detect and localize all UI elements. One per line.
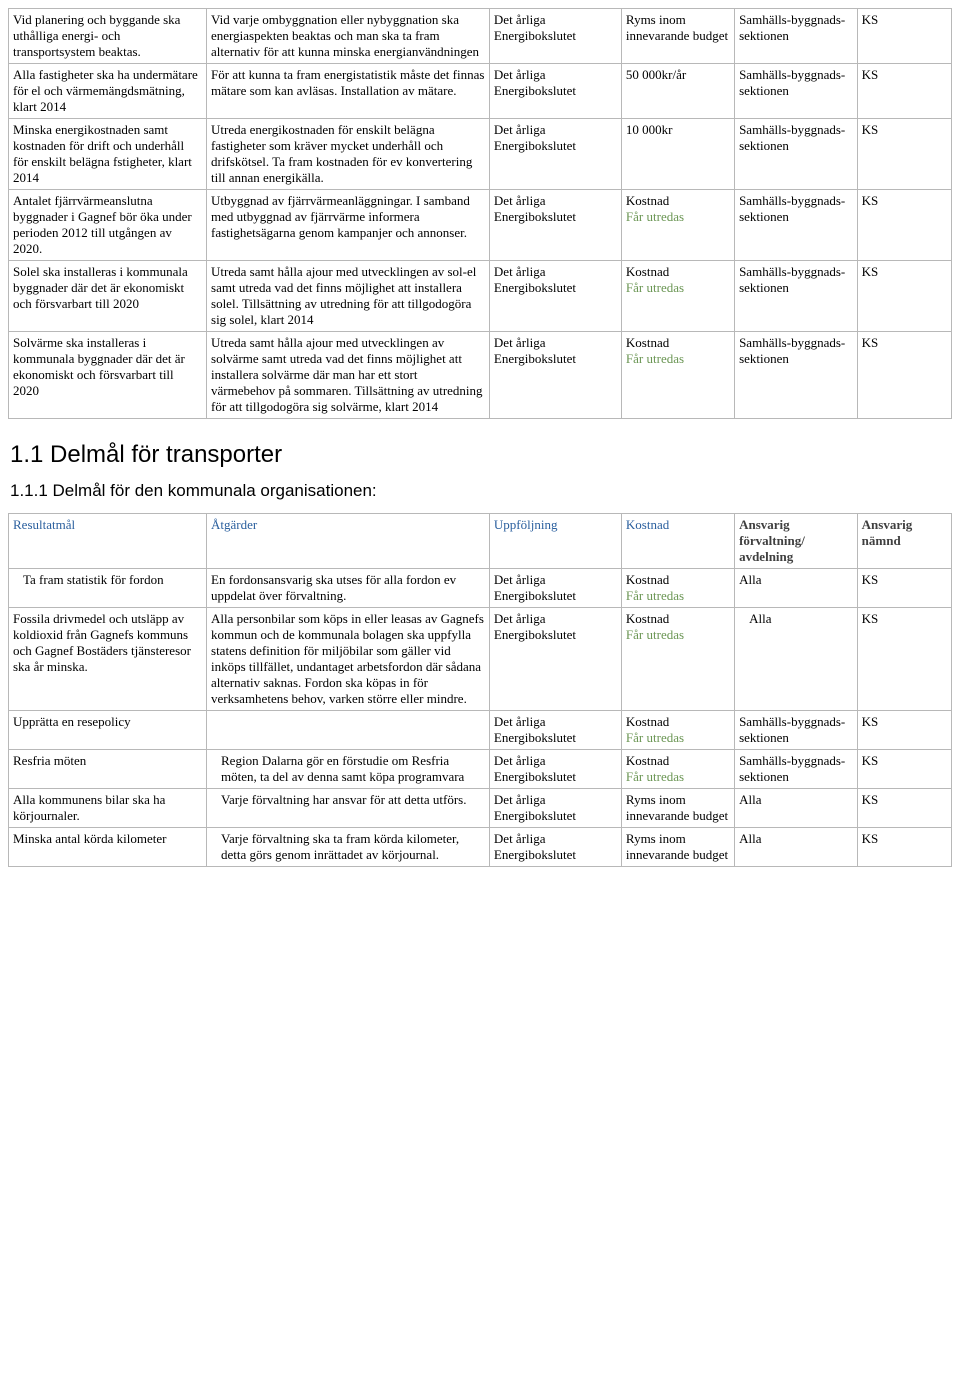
followup-cell: Det årliga Energibokslutet <box>489 608 621 711</box>
responsible-board-cell: KS <box>857 828 951 867</box>
header-resultatmal: Resultatmål <box>9 514 207 569</box>
action-cell: Utreda samt hålla ajour med utvecklingen… <box>207 261 490 332</box>
responsible-board-cell: KS <box>857 119 951 190</box>
action-cell: Varje förvaltning ska ta fram körda kilo… <box>207 828 490 867</box>
followup-cell: Det årliga Energibokslutet <box>489 190 621 261</box>
table-row: Solvärme ska installeras i kommunala byg… <box>9 332 952 419</box>
responsible-dept-cell: Samhälls-byggnads-sektionen <box>735 190 858 261</box>
followup-cell: Det årliga Energibokslutet <box>489 828 621 867</box>
cost-cell: KostnadFår utredas <box>621 750 734 789</box>
action-cell: Vid varje ombyggnation eller nybyggnatio… <box>207 9 490 64</box>
transport-tbody: ResultatmålÅtgärderUppföljningKostnadAns… <box>9 514 952 867</box>
followup-cell: Det årliga Energibokslutet <box>489 789 621 828</box>
responsible-board-cell: KS <box>857 9 951 64</box>
responsible-dept-cell: Samhälls-byggnads-sektionen <box>735 119 858 190</box>
table-row: Vid planering och byggande ska uthålliga… <box>9 9 952 64</box>
cost-cell: KostnadFår utredas <box>621 190 734 261</box>
followup-cell: Det årliga Energibokslutet <box>489 750 621 789</box>
table-row: Alla kommunens bilar ska ha körjournaler… <box>9 789 952 828</box>
header-ansvarig-forvaltning: Ansvarigförvaltning/avdelning <box>735 514 858 569</box>
header-ansvarig-namnd: Ansvarignämnd <box>857 514 951 569</box>
header-uppfoljning: Uppföljning <box>489 514 621 569</box>
responsible-dept-cell: Samhälls-byggnads-sektionen <box>735 332 858 419</box>
table-row: Solel ska installeras i kommunala byggna… <box>9 261 952 332</box>
responsible-board-cell: KS <box>857 608 951 711</box>
goal-cell: Fossila drivmedel och utsläpp av koldiox… <box>9 608 207 711</box>
responsible-board-cell: KS <box>857 64 951 119</box>
followup-cell: Det årliga Energibokslutet <box>489 261 621 332</box>
table-row: Ta fram statistik för fordonEn fordonsan… <box>9 569 952 608</box>
action-cell: För att kunna ta fram energistatistik må… <box>207 64 490 119</box>
cost-cell: Ryms inom innevarande budget <box>621 9 734 64</box>
goal-cell: Solel ska installeras i kommunala byggna… <box>9 261 207 332</box>
responsible-dept-cell: Samhälls-byggnads-sektionen <box>735 261 858 332</box>
table-row: Antalet fjärrvärmeanslutna byggnader i G… <box>9 190 952 261</box>
table-row: Alla fastigheter ska ha undermätare för … <box>9 64 952 119</box>
energy-goals-table: Vid planering och byggande ska uthålliga… <box>8 8 952 419</box>
table-row: Fossila drivmedel och utsläpp av koldiox… <box>9 608 952 711</box>
header-kostnad: Kostnad <box>621 514 734 569</box>
responsible-dept-cell: Samhälls-byggnads-sektionen <box>735 711 858 750</box>
goal-cell: Alla fastigheter ska ha undermätare för … <box>9 64 207 119</box>
goal-cell: Minska antal körda kilometer <box>9 828 207 867</box>
followup-cell: Det årliga Energibokslutet <box>489 711 621 750</box>
goal-cell: Minska energikostnaden samt kostnaden fö… <box>9 119 207 190</box>
goal-cell: Antalet fjärrvärmeanslutna byggnader i G… <box>9 190 207 261</box>
responsible-board-cell: KS <box>857 750 951 789</box>
responsible-dept-cell: Alla <box>735 608 858 711</box>
goal-cell: Ta fram statistik för fordon <box>9 569 207 608</box>
goal-cell: Upprätta en resepolicy <box>9 711 207 750</box>
responsible-dept-cell: Alla <box>735 569 858 608</box>
table-row: Minska antal körda kilometerVarje förval… <box>9 828 952 867</box>
followup-cell: Det årliga Energibokslutet <box>489 9 621 64</box>
followup-cell: Det årliga Energibokslutet <box>489 569 621 608</box>
cost-cell: KostnadFår utredas <box>621 608 734 711</box>
followup-cell: Det årliga Energibokslutet <box>489 332 621 419</box>
transport-goals-table: ResultatmålÅtgärderUppföljningKostnadAns… <box>8 513 952 867</box>
cost-cell: Ryms inom innevarande budget <box>621 789 734 828</box>
responsible-board-cell: KS <box>857 261 951 332</box>
action-cell: Utbyggnad av fjärrvärmeanläggningar. I s… <box>207 190 490 261</box>
section-heading-transport: 1.1 Delmål för transporter <box>10 441 952 469</box>
action-cell: En fordonsansvarig ska utses för alla fo… <box>207 569 490 608</box>
table-row: Upprätta en resepolicy Det årliga Energib… <box>9 711 952 750</box>
table-row: Minska energikostnaden samt kostnaden fö… <box>9 119 952 190</box>
cost-cell: 10 000kr <box>621 119 734 190</box>
cost-cell: KostnadFår utredas <box>621 332 734 419</box>
responsible-dept-cell: Samhälls-byggnads-sektionen <box>735 750 858 789</box>
goal-cell: Solvärme ska installeras i kommunala byg… <box>9 332 207 419</box>
cost-cell: KostnadFår utredas <box>621 569 734 608</box>
action-cell: Alla personbilar som köps in eller leasa… <box>207 608 490 711</box>
responsible-board-cell: KS <box>857 332 951 419</box>
responsible-board-cell: KS <box>857 711 951 750</box>
table-row: Resfria mötenRegion Dalarna gör en först… <box>9 750 952 789</box>
energy-tbody: Vid planering och byggande ska uthålliga… <box>9 9 952 419</box>
action-cell: Utreda samt hålla ajour med utvecklingen… <box>207 332 490 419</box>
subsection-heading-kommunal: 1.1.1 Delmål för den kommunala organisat… <box>10 481 952 501</box>
goal-cell: Resfria möten <box>9 750 207 789</box>
action-cell: Utreda energikostnaden för enskilt beläg… <box>207 119 490 190</box>
cost-cell: KostnadFår utredas <box>621 711 734 750</box>
responsible-board-cell: KS <box>857 789 951 828</box>
responsible-board-cell: KS <box>857 190 951 261</box>
action-cell <box>207 711 490 750</box>
responsible-dept-cell: Samhälls-byggnads-sektionen <box>735 9 858 64</box>
table-header-row: ResultatmålÅtgärderUppföljningKostnadAns… <box>9 514 952 569</box>
cost-cell: KostnadFår utredas <box>621 261 734 332</box>
header-atgarder: Åtgärder <box>207 514 490 569</box>
goal-cell: Vid planering och byggande ska uthålliga… <box>9 9 207 64</box>
responsible-board-cell: KS <box>857 569 951 608</box>
responsible-dept-cell: Samhälls-byggnads-sektionen <box>735 64 858 119</box>
cost-cell: 50 000kr/år <box>621 64 734 119</box>
goal-cell: Alla kommunens bilar ska ha körjournaler… <box>9 789 207 828</box>
followup-cell: Det årliga Energibokslutet <box>489 64 621 119</box>
responsible-dept-cell: Alla <box>735 789 858 828</box>
action-cell: Varje förvaltning har ansvar för att det… <box>207 789 490 828</box>
cost-cell: Ryms inom innevarande budget <box>621 828 734 867</box>
action-cell: Region Dalarna gör en förstudie om Resfr… <box>207 750 490 789</box>
responsible-dept-cell: Alla <box>735 828 858 867</box>
followup-cell: Det årliga Energibokslutet <box>489 119 621 190</box>
